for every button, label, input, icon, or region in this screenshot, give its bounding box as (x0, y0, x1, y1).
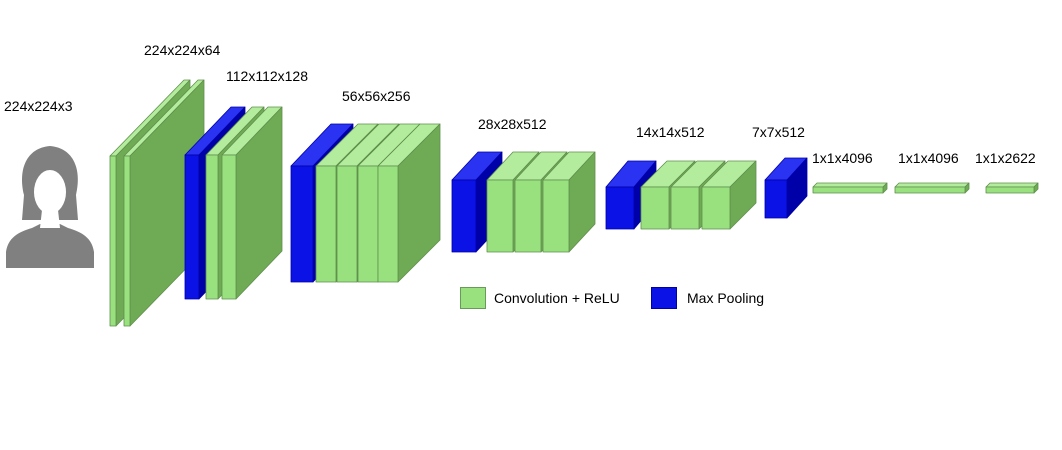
layer-label-1: 224x224x64 (144, 42, 221, 58)
layer-label-4: 28x28x512 (478, 116, 547, 132)
layer-label-9: 1x1x2622 (975, 150, 1036, 166)
layer-label-5: 14x14x512 (636, 124, 705, 140)
block3-conv-1-front (315, 165, 337, 283)
block4-conv-2-front (514, 179, 542, 253)
fc-layer-1-front (812, 186, 884, 194)
person-silhouette-icon (6, 146, 94, 268)
block4-conv-3 (542, 151, 596, 253)
person-silhouette-body (6, 224, 94, 268)
fc-layer-1 (812, 182, 888, 194)
layer-label-3: 56x56x256 (342, 88, 411, 104)
fc-layer-2-top (894, 182, 970, 188)
block4-conv-3-front (542, 179, 570, 253)
person-silhouette-face (34, 170, 66, 214)
legend-pool-label: Max Pooling (687, 290, 765, 306)
fc-layer-1-top (812, 182, 888, 188)
block3-conv-4-front (377, 165, 399, 283)
layer-label-2: 112x112x128 (226, 68, 308, 84)
block3-pool-front (290, 165, 314, 283)
legend-conv-swatch (460, 287, 486, 309)
block5-conv-3 (701, 160, 757, 230)
block2-conv-2-front (221, 154, 237, 300)
block6-pool-front (764, 179, 788, 219)
person-silhouette-neck (40, 210, 60, 228)
block3-conv-2-front (336, 165, 358, 283)
block1-conv-1-front (109, 155, 117, 327)
input-size-label: 224x224x3 (4, 98, 73, 114)
block2-pool-front (184, 154, 200, 300)
block3-conv-3-front (357, 165, 379, 283)
block5-conv-2-front (670, 186, 700, 230)
block5-conv-3-front (701, 186, 731, 230)
block5-conv-1-front (640, 186, 670, 230)
layer-label-6: 7x7x512 (752, 124, 805, 140)
block5-pool-front (605, 186, 635, 230)
block3-conv-4 (377, 123, 441, 283)
fc-layer-3-front (985, 186, 1035, 194)
layer-label-8: 1x1x4096 (898, 150, 959, 166)
fc-layer-3 (985, 182, 1039, 194)
fc-layer-2-front (894, 186, 966, 194)
block4-pool-front (451, 179, 477, 253)
block2-conv-2 (221, 106, 283, 300)
fc-layer-2 (894, 182, 970, 194)
legend-conv-label: Convolution + ReLU (494, 290, 620, 306)
legend-pool-swatch (651, 287, 677, 309)
block1-conv-2-front (123, 155, 131, 327)
block4-conv-1-front (486, 179, 514, 253)
block2-conv-1-front (205, 154, 219, 300)
layer-label-7: 1x1x4096 (812, 150, 873, 166)
fc-layer-3-top (985, 182, 1039, 188)
block6-pool (764, 157, 808, 219)
